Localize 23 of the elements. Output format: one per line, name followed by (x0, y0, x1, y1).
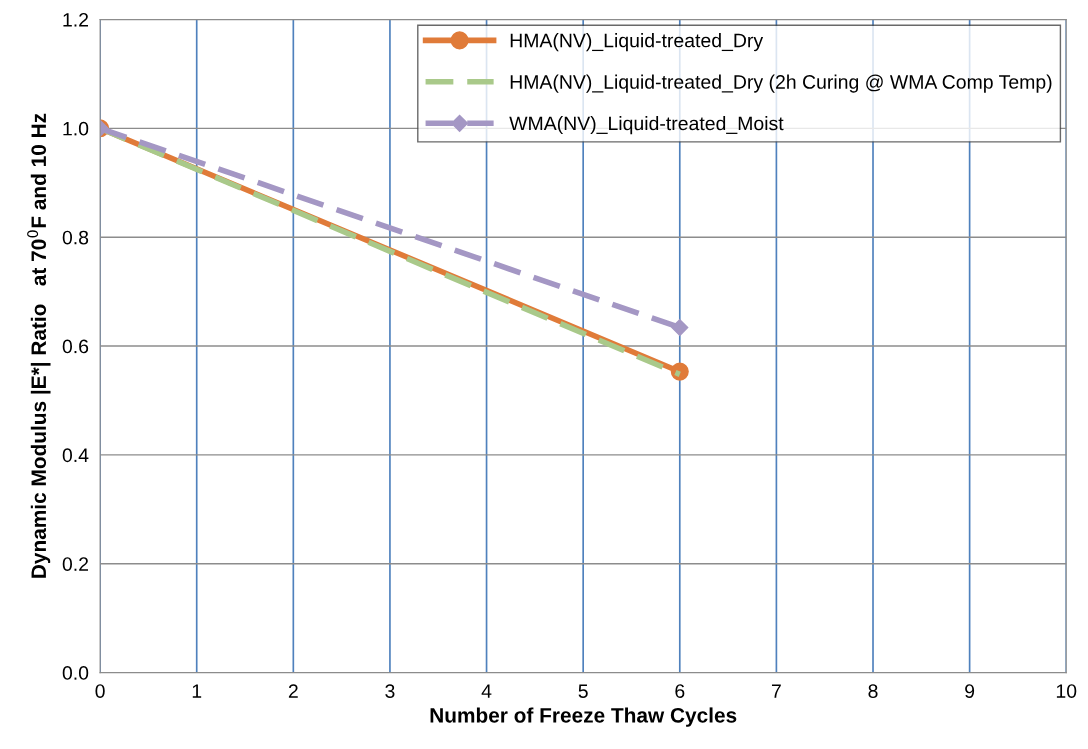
y-tick-label: 0.4 (62, 448, 89, 463)
x-tick-label: 10 (1056, 684, 1077, 698)
y-tick-label: 0.2 (62, 557, 89, 571)
legend-label: HMA(NV)_Liquid-treated_Dry (2h Curing @ WMA Comp Temp) (510, 74, 1052, 93)
x-tick-label: 2 (288, 684, 298, 698)
y-tick-label: 1.0 (63, 121, 89, 136)
x-tick-label: 5 (578, 684, 588, 698)
x-tick-label: 3 (385, 684, 395, 698)
y-axis-title: Dynamic Modulus |E*| Ratio at 70$^{0}$F and 10 Hz (27, 113, 51, 578)
x-tick-label: 8 (868, 684, 878, 698)
x-tick-label: 4 (481, 684, 492, 698)
y-tick-label: 0.0 (62, 666, 89, 680)
x-tick-label: 0 (95, 684, 105, 698)
legend-label: WMA(NV)_Liquid-treated_Moist (509, 116, 784, 135)
y-tick-label: 1.2 (63, 12, 89, 27)
x-tick-label: 7 (771, 684, 781, 698)
y-tick-label: 0.8 (62, 230, 89, 245)
x-tick-label: 1 (192, 684, 202, 698)
x-tick-label: 6 (675, 684, 685, 698)
legend-label: HMA(NV)_Liquid-treated_Dry (510, 33, 764, 52)
x-axis-title: Number of Freeze Thaw Cycles (430, 707, 737, 727)
y-tick-label: 0.6 (62, 339, 89, 354)
x-tick-label: 9 (965, 684, 975, 698)
